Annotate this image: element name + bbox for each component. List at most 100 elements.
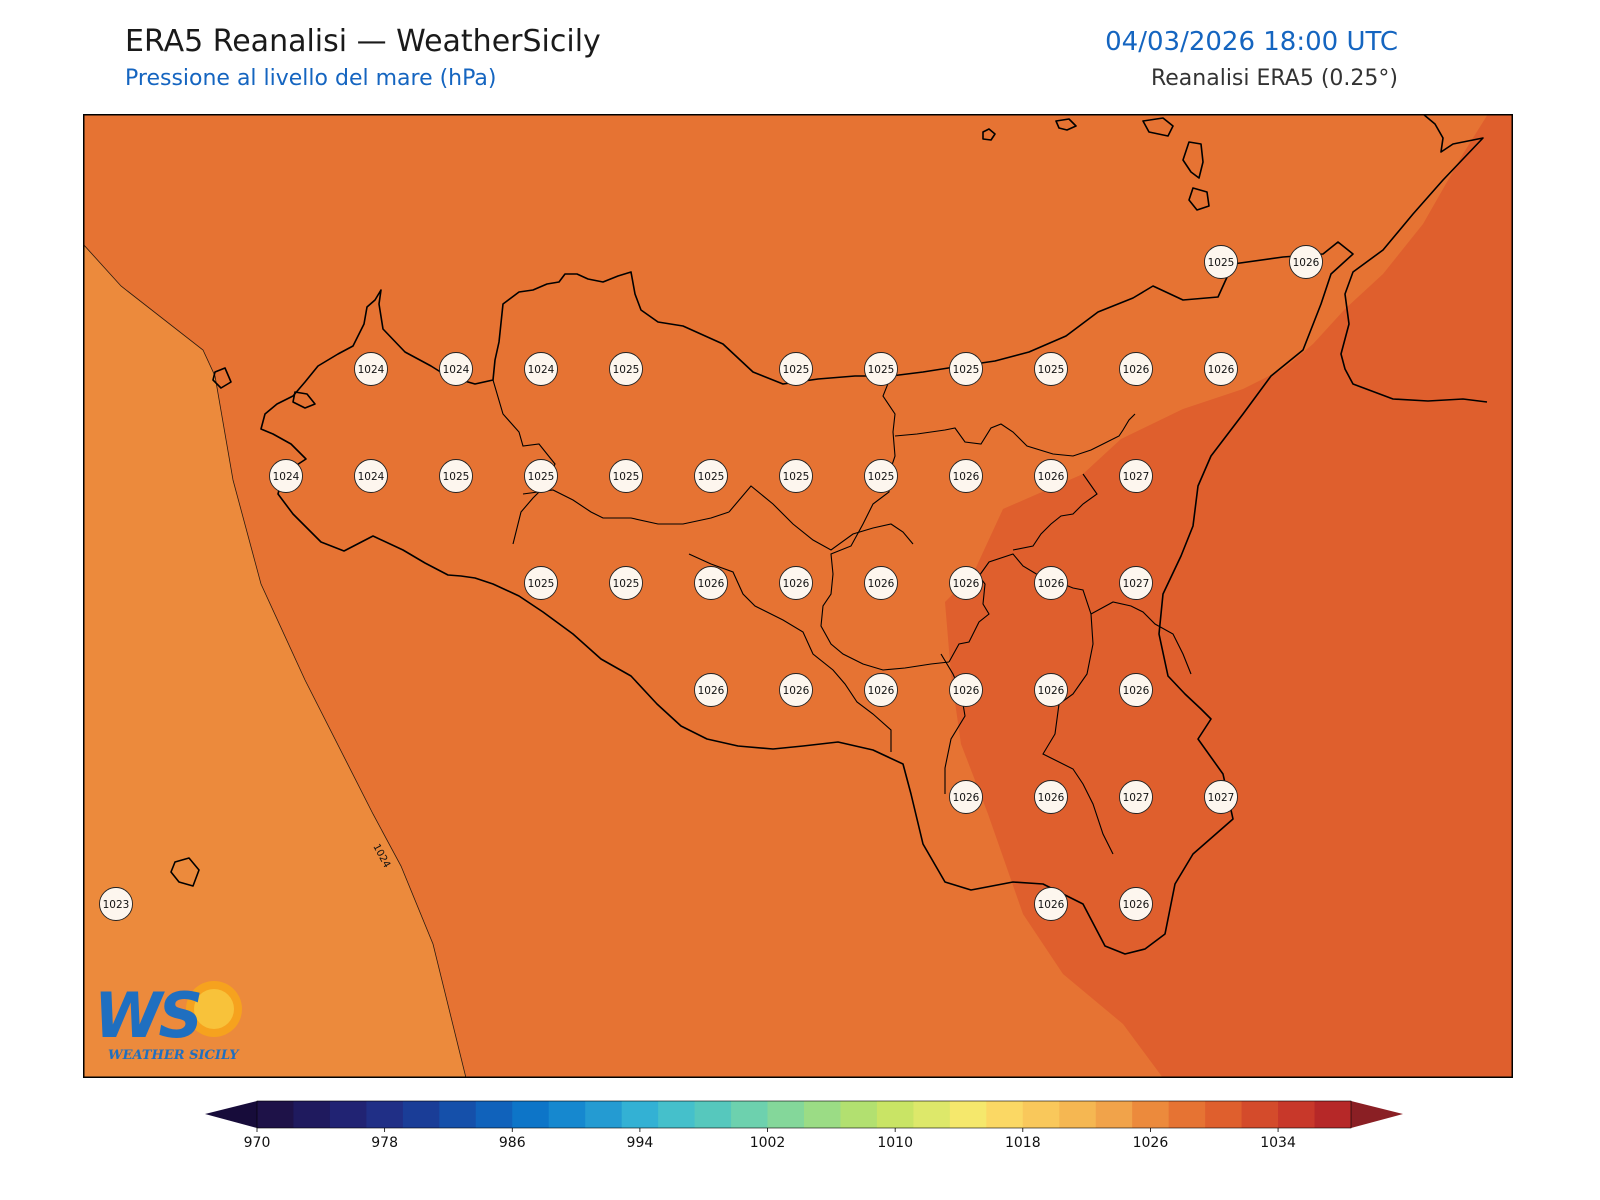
- station-value: 1027: [1123, 792, 1150, 804]
- colorbar-underflow-arrow: [205, 1101, 257, 1128]
- station-marker: 1025: [524, 459, 558, 493]
- colorbar-cell: [1205, 1101, 1243, 1128]
- colorbar-ticks: 970 978 986 994 1002 1010 1018 1026 1034: [244, 1128, 1296, 1150]
- logo-letters: WS: [94, 979, 200, 1052]
- station-value: 1026: [783, 685, 810, 697]
- isobar-1024: [83, 243, 467, 1078]
- salina-island: [982, 128, 996, 141]
- station-marker: 1025: [609, 352, 643, 386]
- station-circle: [609, 459, 643, 493]
- station-marker: 1024: [524, 352, 558, 386]
- colorbar-cell: [694, 1101, 732, 1128]
- station-circle: [1034, 887, 1068, 921]
- colorbar-cell: [1095, 1101, 1133, 1128]
- station-value: 1026: [953, 471, 980, 483]
- station-value: 1025: [528, 578, 555, 590]
- station-circle: [524, 459, 558, 493]
- station-circle: [1119, 887, 1153, 921]
- colorbar-tick-label: 1010: [877, 1135, 913, 1150]
- station-circle: [1289, 245, 1323, 279]
- station-value: 1026: [953, 578, 980, 590]
- colorbar-cell: [658, 1101, 696, 1128]
- colorbar-cell: [1241, 1101, 1279, 1128]
- station-value: 1027: [1123, 471, 1150, 483]
- station-circle: [694, 673, 728, 707]
- station-value: 1026: [1293, 257, 1320, 269]
- valid-datetime: 04/03/2026 18:00 UTC: [1105, 27, 1398, 57]
- station-value: 1025: [528, 471, 555, 483]
- station-circle: [949, 459, 983, 493]
- station-value: 1025: [783, 364, 810, 376]
- colorbar-cell: [512, 1101, 550, 1128]
- station-value: 1026: [1038, 578, 1065, 590]
- colorbar-cell: [439, 1101, 477, 1128]
- station-value: 1026: [953, 792, 980, 804]
- station-value: 1026: [1038, 685, 1065, 697]
- station-marker: 1026: [779, 566, 813, 600]
- station-marker: 1026: [1034, 780, 1068, 814]
- station-marker: 1025: [439, 459, 473, 493]
- station-circle: [269, 459, 303, 493]
- colorbar-tick-label: 994: [627, 1135, 654, 1150]
- station-circle: [1034, 352, 1068, 386]
- colorbar-cell: [1314, 1101, 1352, 1128]
- colorbar-tick-label: 1018: [1005, 1135, 1041, 1150]
- colorbar-tick-label: 1034: [1260, 1135, 1296, 1150]
- colorbar-cell: [731, 1101, 769, 1128]
- station-marker: 1026: [1204, 352, 1238, 386]
- colorbar-cell: [913, 1101, 951, 1128]
- station-circle: [779, 566, 813, 600]
- alicudi-island: [1055, 118, 1077, 131]
- station-circle: [1119, 459, 1153, 493]
- colorbar-cell: [1168, 1101, 1206, 1128]
- station-circle: [779, 459, 813, 493]
- station-marker: 1025: [1034, 352, 1068, 386]
- station-value: 1026: [1123, 899, 1150, 911]
- station-markers: 1024 1024 1024 1025 1025 1025 1025 1025 1026 1026…: [99, 245, 1323, 921]
- station-circle: [524, 352, 558, 386]
- station-value: 1026: [953, 685, 980, 697]
- station-circle: [1204, 352, 1238, 386]
- colorbar-cell: [257, 1101, 294, 1128]
- station-value: 1025: [613, 364, 640, 376]
- station-marker: 1026: [864, 566, 898, 600]
- ustica-island: [212, 367, 232, 389]
- station-circle: [694, 566, 728, 600]
- station-marker: 1024: [439, 352, 473, 386]
- vulcano-island: [1182, 141, 1204, 179]
- station-marker: 1026: [694, 673, 728, 707]
- station-marker: 1025: [694, 459, 728, 493]
- station-value: 1026: [698, 685, 725, 697]
- station-marker: 1026: [1034, 673, 1068, 707]
- boundary-ragusa: [940, 653, 966, 794]
- station-value: 1027: [1208, 792, 1235, 804]
- station-marker: 1027: [1119, 459, 1153, 493]
- station-value: 1027: [1123, 578, 1150, 590]
- colorbar-cell: [876, 1101, 914, 1128]
- station-marker: 1026: [779, 673, 813, 707]
- station-value: 1026: [783, 578, 810, 590]
- colorbar-frame: [256, 1100, 1352, 1129]
- station-marker: 1027: [1204, 780, 1238, 814]
- station-marker: 1026: [949, 673, 983, 707]
- station-circle: [1119, 566, 1153, 600]
- station-value: 1023: [103, 899, 130, 911]
- boundary-catania-north: [1012, 473, 1098, 551]
- colorbar-cell: [767, 1101, 805, 1128]
- station-value: 1026: [1123, 364, 1150, 376]
- station-marker: 1026: [864, 673, 898, 707]
- colorbar-cell: [329, 1101, 367, 1128]
- boundary-enna: [820, 375, 950, 671]
- colorbar-cell: [548, 1101, 586, 1128]
- station-value: 1024: [358, 364, 385, 376]
- colorbar-overflow-arrow: [1351, 1101, 1403, 1128]
- station-value: 1025: [868, 471, 895, 483]
- colorbar-cell: [986, 1101, 1024, 1128]
- colorbar-tick-label: 978: [371, 1135, 398, 1150]
- station-value: 1024: [443, 364, 470, 376]
- station-circle: [779, 352, 813, 386]
- station-circle: [1034, 780, 1068, 814]
- station-circle: [354, 459, 388, 493]
- station-marker: 1026: [694, 566, 728, 600]
- station-circle: [1119, 673, 1153, 707]
